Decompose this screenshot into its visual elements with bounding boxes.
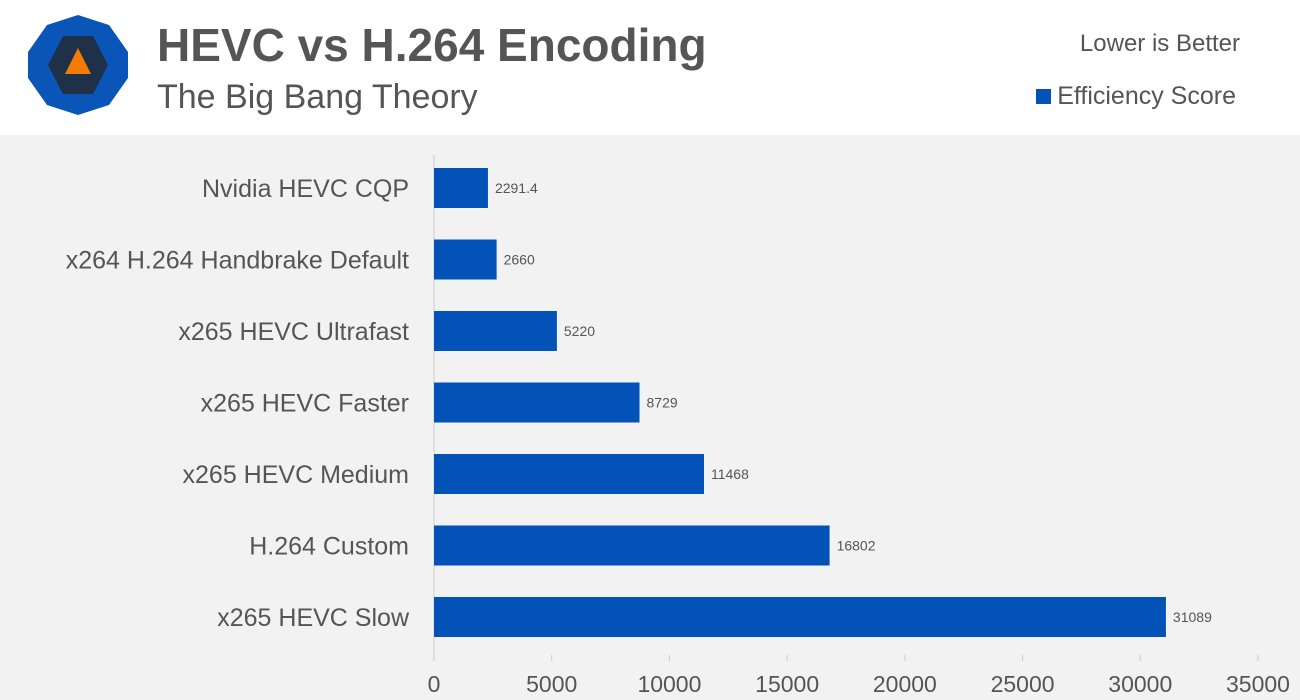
bar: [434, 597, 1166, 637]
bar: [434, 382, 640, 423]
bar: [434, 168, 488, 208]
x-tick-label: 0: [428, 671, 441, 697]
data-label: 31089: [1173, 609, 1212, 625]
chart-title: HEVC vs H.264 Encoding: [157, 19, 707, 71]
category-label: x265 HEVC Faster: [201, 390, 409, 418]
x-tick-label: 20000: [873, 671, 937, 697]
bar-chart: 0 5000 10000 15000 20000 25000 30000 35000 Nvidi…: [66, 155, 1290, 697]
data-label: 8729: [647, 395, 678, 411]
data-label: 2660: [504, 252, 535, 268]
category-label: x265 HEVC Medium: [183, 461, 409, 489]
bar: [434, 454, 704, 494]
data-label: 16802: [837, 538, 876, 554]
bar: [434, 525, 830, 566]
legend-swatch: [1036, 89, 1052, 104]
category-label: Nvidia HEVC CQP: [202, 175, 409, 203]
x-tick-label: 30000: [1108, 671, 1172, 697]
bar: [434, 239, 497, 280]
x-tick-label: 15000: [755, 671, 819, 697]
site-logo-octagon-icon: [28, 15, 128, 115]
bar: [434, 311, 557, 351]
x-tick-label: 5000: [526, 671, 577, 697]
x-tick-label: 10000: [637, 671, 701, 697]
legend-label: Efficiency Score: [1057, 82, 1236, 110]
data-label: 2291.4: [495, 180, 538, 196]
x-tick-label: 35000: [1226, 671, 1290, 697]
category-label: x265 HEVC Ultrafast: [178, 318, 409, 346]
legend: Efficiency Score: [1036, 82, 1236, 111]
data-label: 11468: [711, 466, 749, 482]
category-label: x265 HEVC Slow: [217, 604, 410, 632]
sort-note: Lower is Better: [1079, 30, 1240, 57]
chart-header: HEVC vs H.264 Encoding The Big Bang Theo…: [0, 0, 1300, 135]
data-label: 5220: [564, 323, 595, 339]
category-label: x264 H.264 Handbrake Default: [66, 247, 409, 275]
chart-subtitle: The Big Bang Theory: [157, 78, 478, 116]
category-label: H.264 Custom: [249, 533, 409, 561]
x-tick-label: 25000: [991, 671, 1055, 697]
